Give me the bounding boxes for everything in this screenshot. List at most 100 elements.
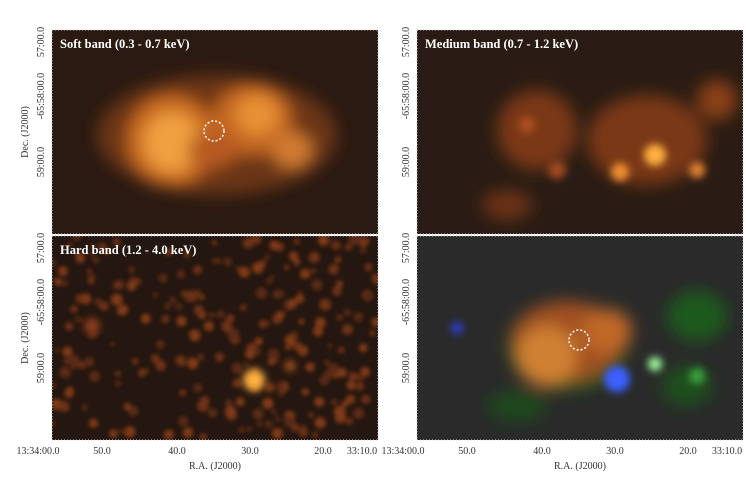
noise-blob <box>52 420 56 427</box>
y-tick-label: 59:00.0 <box>401 147 412 177</box>
noise-blob <box>301 388 310 396</box>
noise-blob <box>198 293 205 300</box>
noise-blob <box>75 293 85 303</box>
noise-blob <box>327 363 340 376</box>
noise-blob <box>269 240 280 251</box>
hard-panel: Hard band (1.2 - 4.0 keV) <box>51 235 379 441</box>
y-tick-label: -65:58:00.0 <box>36 279 47 325</box>
noise-blob <box>114 370 121 377</box>
noise-blob <box>153 292 158 298</box>
noise-blob <box>271 427 283 439</box>
noise-blob <box>242 237 254 249</box>
noise-blob <box>196 399 209 412</box>
noise-blob <box>258 319 268 329</box>
noise-blob <box>54 278 63 286</box>
noise-blob <box>164 303 171 310</box>
noise-blob <box>74 316 80 322</box>
y-axis-title: Dec. (J2000) <box>20 312 31 364</box>
noise-blob <box>224 399 233 407</box>
noise-blob <box>353 312 364 322</box>
y-tick-label: -65:58:00.0 <box>401 73 412 119</box>
noise-blob <box>144 368 150 374</box>
noise-blob <box>312 326 324 337</box>
noise-blob <box>284 344 291 351</box>
noise-blob <box>114 380 122 387</box>
noise-blob <box>88 418 99 428</box>
x-tick-label: 33:10.0 <box>347 446 377 457</box>
noise-blob <box>284 265 290 271</box>
noise-blob <box>239 304 247 311</box>
noise-blob <box>232 378 242 388</box>
noise-blob <box>78 361 86 369</box>
noise-blob <box>312 432 318 438</box>
y-tick-label: 59:00.0 <box>36 353 47 383</box>
noise-blob <box>290 423 299 432</box>
noise-blob <box>210 258 216 264</box>
noise-blob <box>158 273 168 283</box>
noise-blob <box>66 386 74 394</box>
noise-blob <box>221 320 233 332</box>
noise-blob <box>341 400 349 408</box>
noise-blob <box>188 329 201 342</box>
noise-blob <box>293 238 300 245</box>
noise-blob <box>177 416 189 427</box>
noise-blob <box>81 404 88 411</box>
noise-blob <box>275 310 285 320</box>
noise-blob <box>90 244 95 249</box>
noise-blob <box>198 354 204 360</box>
noise-blob <box>98 242 107 251</box>
noise-blob <box>78 317 84 323</box>
noise-blob <box>127 405 139 417</box>
noise-blob <box>346 380 356 390</box>
noise-blob <box>216 310 225 319</box>
x-tick-label: 13:34:00.0 <box>381 446 424 457</box>
noise-blob <box>62 346 73 357</box>
noise-blob <box>203 321 214 332</box>
axes: 57:00.0 -65:58:00.0 59:00.0 Dec. (J2000) 57:… <box>16 27 742 472</box>
noise-blob <box>308 251 321 264</box>
noise-blob <box>314 417 326 429</box>
panel-label: Soft band (0.3 - 0.7 keV) <box>60 37 190 51</box>
noise-blob <box>264 382 276 393</box>
noise-blob <box>109 429 118 438</box>
noise-blob <box>267 348 280 360</box>
noise-blob <box>332 286 342 296</box>
x-tick-label: 13:34:00.0 <box>16 446 59 457</box>
noise-blob <box>176 315 187 327</box>
noise-blob <box>352 407 365 420</box>
noise-blob <box>348 236 360 246</box>
noise-blob <box>175 303 183 311</box>
noise-blob <box>150 354 160 363</box>
noise-blob <box>348 371 358 382</box>
noise-blob <box>63 358 70 365</box>
noise-blob <box>298 318 305 325</box>
noise-blob <box>84 356 95 367</box>
y-tick-label: 59:00.0 <box>36 147 47 177</box>
y-axis-title: Dec. (J2000) <box>20 106 31 158</box>
noise-blob <box>238 426 245 434</box>
noise-blob <box>333 405 346 418</box>
x-tick-label: 50.0 <box>93 446 111 457</box>
noise-blob <box>371 317 378 327</box>
noise-blob <box>128 266 136 274</box>
noise-blob <box>278 390 285 397</box>
y-tick-label: 57:00.0 <box>401 233 412 263</box>
noise-blob <box>359 241 365 247</box>
noise-blob <box>345 394 356 404</box>
noise-blob <box>177 273 182 278</box>
noise-blob <box>104 248 111 256</box>
x-tick-label: 30.0 <box>606 446 624 457</box>
x-tick-label: 50.0 <box>458 446 476 457</box>
noise-blob <box>110 341 115 347</box>
noise-blob <box>183 251 190 258</box>
noise-blob <box>215 352 225 362</box>
noise-blob <box>140 313 151 324</box>
noise-blob <box>255 287 268 300</box>
panel-label: Medium band (0.7 - 1.2 keV) <box>425 37 578 51</box>
noise-blob <box>192 265 203 275</box>
noise-blob <box>343 308 351 316</box>
noise-blob <box>271 409 277 415</box>
noise-blob <box>187 357 199 369</box>
noise-blob <box>252 408 264 420</box>
